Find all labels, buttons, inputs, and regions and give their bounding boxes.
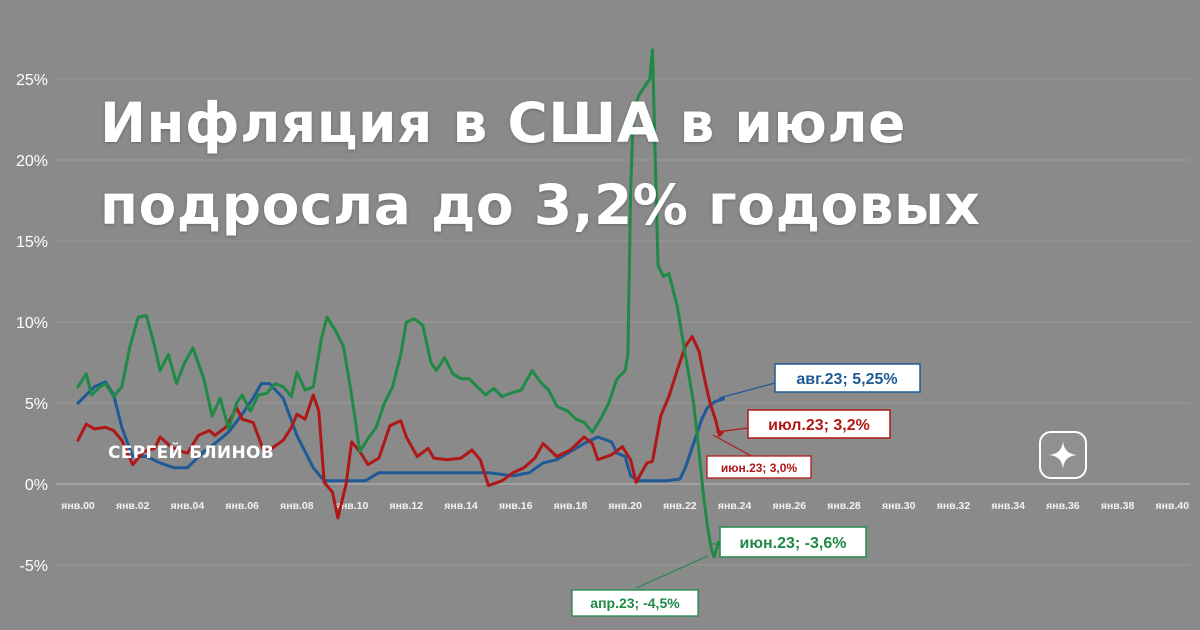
x-tick-label: янв.40 [1156,500,1190,512]
x-tick-label: янв.34 [991,500,1025,512]
headline-line-1: Инфляция в США в июле [100,91,906,155]
x-tick-label: янв.04 [171,500,205,512]
chart-annotations: авг.23; 5,25% июл.23; 3,2% июн.23; 3,0% … [571,363,921,617]
x-tick-label: янв.02 [116,500,150,512]
y-tick-label: 20% [16,153,48,170]
annotation-box-jul23-red [747,409,891,439]
x-tick-label: янв.38 [1101,500,1135,512]
author-name: СЕРГЕЙ БЛИНОВ [108,443,274,463]
x-tick-label: янв.26 [773,500,807,512]
x-tick-label: янв.08 [280,500,314,512]
x-tick-label: янв.30 [882,500,916,512]
y-tick-label: 0% [25,477,48,494]
y-tick-label: 10% [16,315,48,332]
x-tick-label: янв.14 [444,500,478,512]
x-tick-label: янв.20 [608,500,642,512]
x-tick-label: янв.24 [718,500,752,512]
annotation-box-apr23-green [571,589,699,617]
annotation-label-apr23-green: апр.23; -4,5% [590,595,680,611]
x-tick-label: янв.18 [554,500,588,512]
x-tick-label: янв.12 [390,500,424,512]
annotation-leader-jun23-red [712,434,756,459]
x-tick-label: янв.10 [335,500,369,512]
annotation-box-aug23-blue [774,363,921,393]
y-axis-ticks: 25% 20% 15% 10% 5% 0% -5% [16,72,48,575]
annotation-leader-aug23-blue [718,382,776,399]
annotation-label-jun23-red: июн.23; 3,0% [721,461,798,475]
series-line-green [76,48,721,559]
annotation-leader-apr23-green [635,555,709,589]
annotation-box-jun23-red [706,455,812,479]
x-tick-label: янв.28 [827,500,861,512]
x-tick-label: янв.00 [61,500,95,512]
annotation-label-jul23-red: июл.23; 3,2% [768,417,870,434]
annotation-box-jun23-green [719,526,867,558]
x-tick-label: янв.36 [1046,500,1080,512]
annotation-label-aug23-blue: авг.23; 5,25% [796,371,897,388]
y-tick-label: 25% [16,72,48,89]
series-line-red [76,335,724,520]
y-tick-label: 15% [16,234,48,251]
headline-line-2: подросла до 3,2% годовых [100,173,981,237]
series-line-blue [76,380,726,483]
y-tick-label: -5% [20,558,48,575]
y-tick-label: 5% [25,396,48,413]
zen-logo-icon [1039,431,1087,479]
annotation-label-jun23-green: июн.23; -3,6% [740,535,847,552]
headline: Инфляция в США в июле подросла до 3,2% г… [100,82,980,246]
chart-series [76,48,726,559]
x-tick-label: янв.22 [663,500,697,512]
x-tick-label: янв.16 [499,500,533,512]
x-axis-ticks: янв.00 янв.02 янв.04 янв.06 янв.08 янв.10 янв.… [61,500,1189,512]
x-tick-label: янв.06 [225,500,259,512]
x-tick-label: янв.32 [937,500,971,512]
annotation-leader-jul23-red [715,427,749,433]
